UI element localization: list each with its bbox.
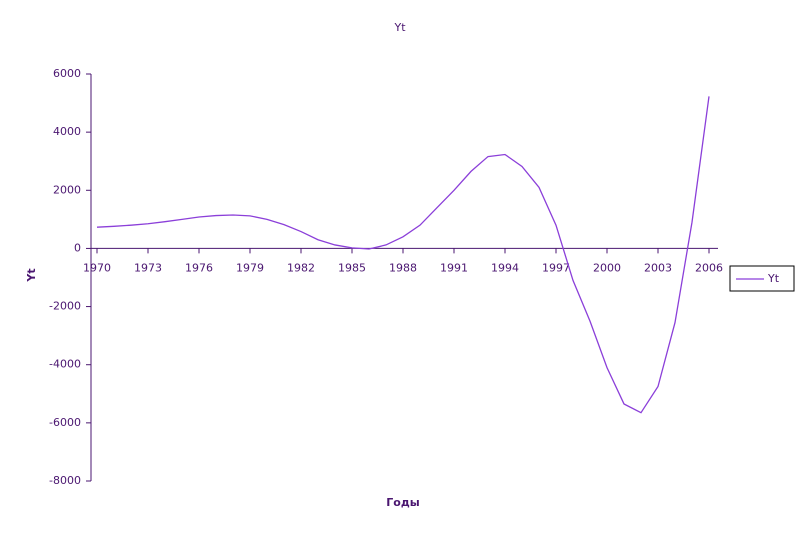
x-tick-label: 2006 (695, 261, 723, 274)
x-tick-label: 1985 (338, 261, 366, 274)
data-line (96, 96, 710, 414)
x-tick-label: 1991 (440, 261, 468, 274)
y-tick-label: -6000 (49, 416, 81, 429)
x-tick-label: 1970 (83, 261, 111, 274)
x-tick-label: 1982 (287, 261, 315, 274)
x-tick-label: 1979 (236, 261, 264, 274)
x-tick-label: 1994 (491, 261, 519, 274)
chart-title: Yt (393, 21, 406, 34)
y-tick-label: 0 (74, 241, 81, 254)
y-tick-label: -4000 (49, 358, 81, 371)
x-tick-label: 1997 (542, 261, 570, 274)
y-tick-label: -8000 (49, 474, 81, 487)
y-tick-label: -2000 (49, 300, 81, 313)
y-axis-title: Yt (25, 268, 38, 282)
x-axis-title: Годы (386, 496, 419, 509)
y-tick-label: 4000 (53, 125, 81, 138)
x-tick-label: 1988 (389, 261, 417, 274)
x-tick-label: 1973 (134, 261, 162, 274)
x-tick-label: 2000 (593, 261, 621, 274)
x-tick-label: 2003 (644, 261, 672, 274)
y-tick-label: 2000 (53, 183, 81, 196)
x-tick-label: 1976 (185, 261, 213, 274)
y-tick-label: 6000 (53, 67, 81, 80)
legend-label: Yt (767, 272, 780, 285)
